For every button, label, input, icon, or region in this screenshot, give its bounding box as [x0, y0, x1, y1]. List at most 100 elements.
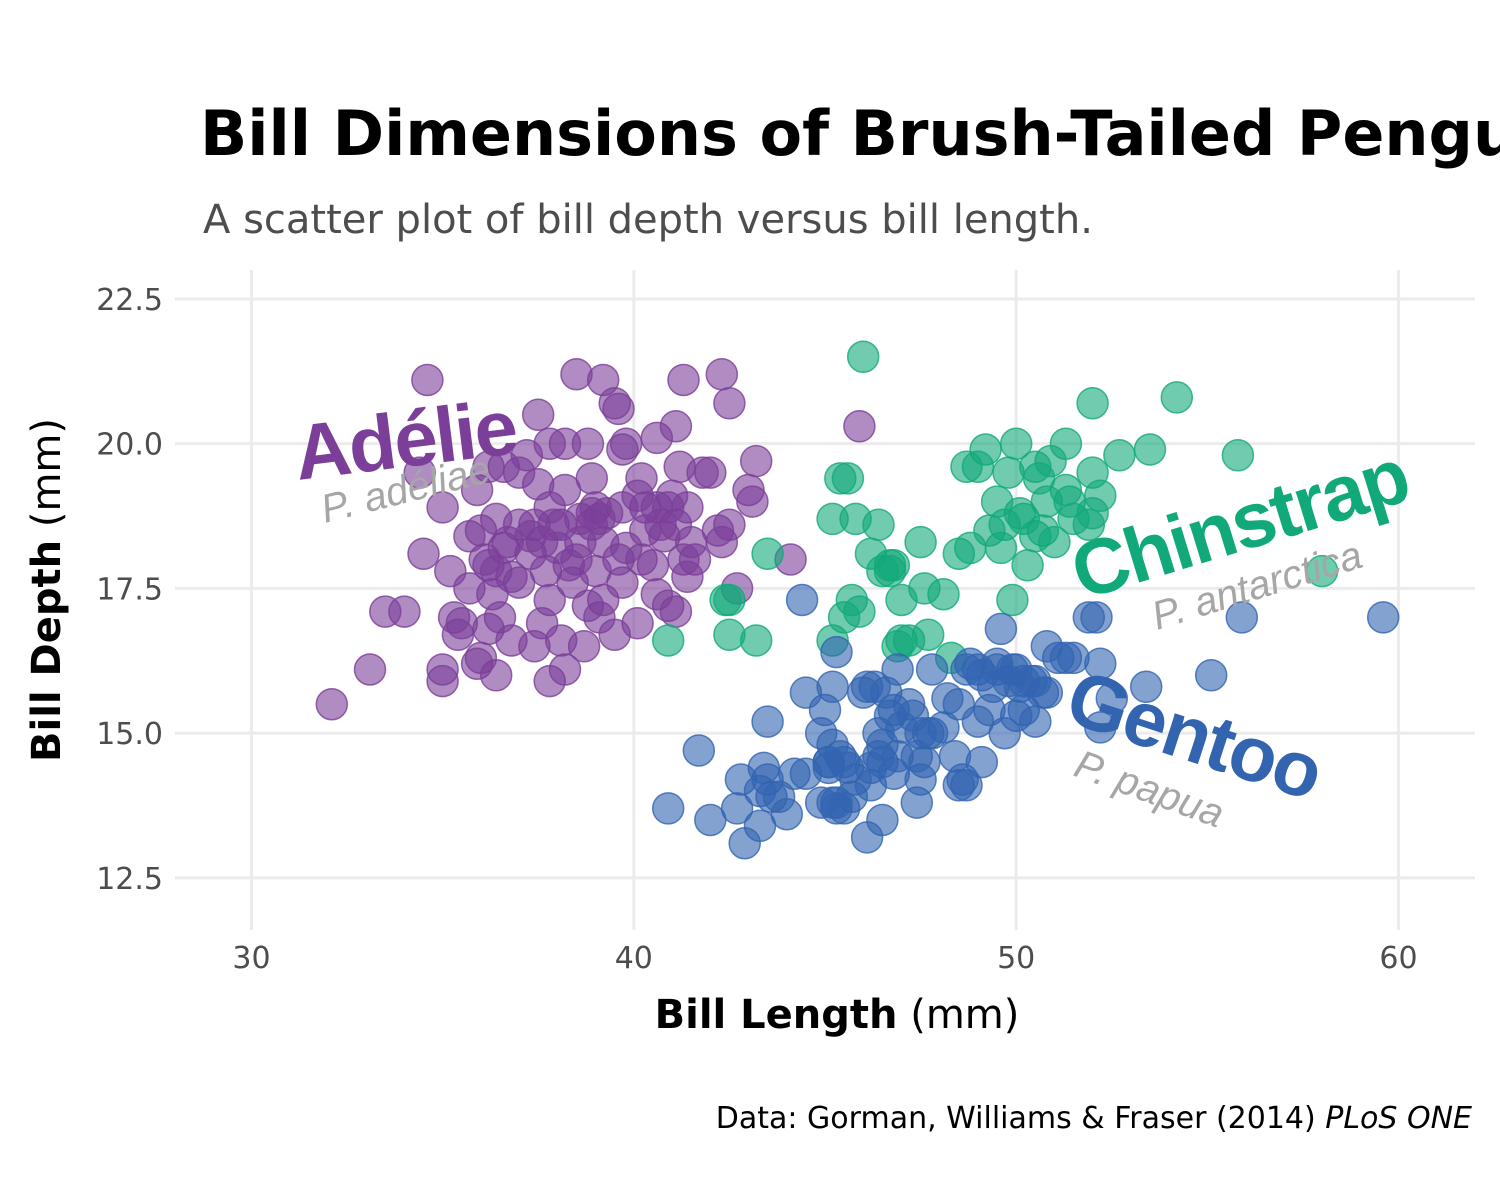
chinstrap-point-4 — [1103, 439, 1136, 472]
gentoo-point-64 — [651, 792, 685, 825]
gentoo-point-93 — [1019, 705, 1052, 738]
gentoo-point-82 — [965, 745, 999, 779]
chinstrap-point-52 — [713, 618, 746, 651]
gentoo-point-74 — [911, 716, 945, 750]
gentoo-point-75 — [1080, 601, 1113, 634]
chinstrap-point-64 — [892, 624, 926, 657]
gentoo-point-26 — [931, 682, 964, 715]
adelie-point-115 — [521, 467, 555, 501]
gentoo-point-81 — [881, 653, 914, 686]
gentoo-point-68 — [866, 803, 899, 837]
adelie-point-118 — [487, 450, 521, 484]
chinstrap-point-35 — [984, 531, 1018, 565]
y-tick-label-12.5: 12.5 — [96, 862, 163, 897]
gentoo-point-80 — [682, 734, 716, 767]
gentoo-point-91 — [904, 763, 937, 796]
adelie-point-17 — [739, 444, 773, 478]
chart-caption: Data: Gorman, Williams & Fraser (2014) P… — [716, 1101, 1472, 1136]
gentoo-point-15 — [1129, 670, 1163, 704]
adelie-point-7 — [602, 392, 635, 426]
adelie-point-98 — [567, 630, 601, 663]
adelie-point-8 — [521, 398, 555, 431]
adelie-point-108 — [468, 543, 501, 576]
adelie-point-110 — [678, 543, 712, 576]
chinstrap-point-14 — [992, 456, 1025, 489]
series-gentoo — [651, 583, 1400, 860]
chinstrap-point-39 — [1011, 549, 1044, 582]
adelie-point-119 — [560, 543, 593, 576]
adelie-point-0 — [411, 363, 444, 397]
gentoo-point-97 — [854, 769, 888, 802]
adelie-point-15 — [571, 427, 605, 460]
adelie-point-3 — [667, 363, 700, 397]
adelie-point-96 — [441, 618, 475, 651]
x-axis-title-unit: (mm) — [898, 992, 1020, 1038]
chinstrap-point-2 — [846, 340, 880, 374]
y-tick-label-17.5: 17.5 — [96, 572, 163, 607]
gentoo-point-85 — [743, 809, 777, 843]
gentoo-point-104 — [866, 728, 899, 761]
adelie-point-83 — [659, 595, 693, 628]
caption-journal: PLoS ONE — [1325, 1101, 1472, 1136]
chinstrap-point-60 — [831, 462, 865, 495]
adelie-point-4 — [705, 357, 739, 391]
gentoo-point-62 — [724, 763, 758, 796]
adelie-point-103 — [479, 659, 513, 692]
chinstrap-point-63 — [839, 502, 872, 536]
chinstrap-point-33 — [904, 525, 937, 559]
chinstrap-point-49 — [751, 537, 784, 570]
adelie-point-24 — [460, 473, 494, 507]
adelie-point-95 — [598, 618, 631, 651]
gentoo-point-3 — [785, 583, 819, 617]
adelie-point-1 — [560, 357, 593, 391]
adelie-point-60 — [407, 537, 440, 570]
gentoo-point-90 — [996, 653, 1029, 686]
adelie-point-104 — [426, 664, 459, 698]
chart-title: Bill Dimensions of Brush-Tailed Penguins — [200, 97, 1500, 170]
gentoo-point-0 — [1366, 601, 1400, 634]
gentoo-point-92 — [942, 769, 976, 802]
adelie-point-116 — [606, 433, 639, 466]
chinstrap-point-48 — [927, 577, 960, 611]
chinstrap-point-65 — [873, 554, 907, 588]
adelie-point-11 — [640, 421, 674, 455]
chinstrap-point-51 — [709, 583, 742, 617]
adelie-point-28 — [426, 491, 459, 524]
gentoo-point-106 — [915, 653, 949, 686]
adelie-point-117 — [732, 473, 765, 507]
data-points — [315, 340, 1400, 860]
x-axis-ticks: 30 40 50 60 — [232, 941, 1417, 976]
gentoo-point-107 — [778, 757, 811, 790]
gentoo-point-5 — [820, 635, 853, 669]
gentoo-point-87 — [846, 676, 880, 709]
gentoo-point-4 — [984, 612, 1018, 646]
x-axis-title: Bill Length (mm) — [655, 992, 1020, 1038]
adelie-point-48 — [453, 520, 486, 553]
gentoo-point-102 — [873, 699, 907, 733]
y-tick-label-22.5: 22.5 — [96, 283, 163, 318]
chart-subtitle: A scatter plot of bill depth versus bill… — [203, 197, 1093, 243]
chinstrap-point-40 — [954, 531, 987, 565]
x-tick-label-60: 60 — [1379, 941, 1417, 976]
x-tick-label-50: 50 — [997, 941, 1035, 976]
chinstrap-point-45 — [996, 583, 1029, 617]
chinstrap-point-29 — [1072, 508, 1106, 541]
y-tick-label-15: 15.0 — [96, 717, 163, 752]
gentoo-point-105 — [816, 786, 849, 819]
chinstrap-point-8 — [1221, 439, 1255, 472]
chinstrap-point-46 — [843, 595, 876, 628]
adelie-point-107 — [315, 687, 349, 721]
gentoo-point-23 — [1095, 682, 1129, 715]
gentoo-point-89 — [808, 693, 842, 727]
chinstrap-point-5 — [1133, 433, 1167, 466]
chinstrap-point-59 — [1305, 554, 1339, 588]
gentoo-point-61 — [751, 705, 784, 738]
chinstrap-point-1 — [1076, 386, 1109, 420]
gentoo-point-9 — [1194, 659, 1228, 692]
chinstrap-point-53 — [739, 624, 773, 657]
adelie-point-97 — [518, 630, 551, 663]
adelie-point-69 — [636, 549, 670, 582]
adelie-point-20 — [694, 456, 727, 489]
chinstrap-point-21 — [1022, 462, 1056, 495]
